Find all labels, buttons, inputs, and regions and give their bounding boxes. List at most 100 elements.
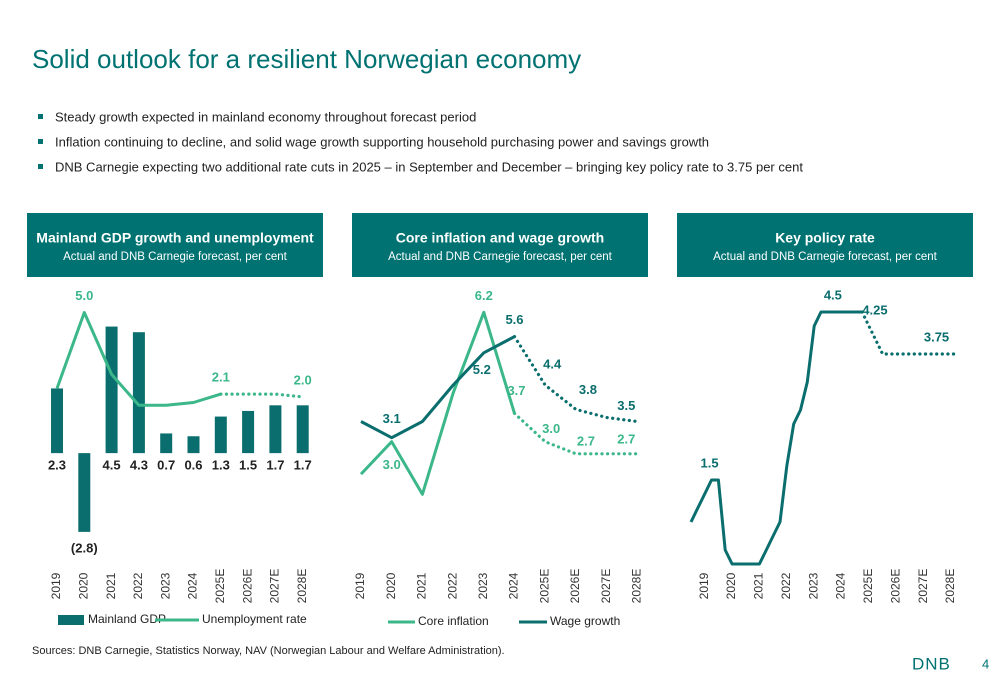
bar-label: 0.7 bbox=[157, 458, 175, 473]
x-tick-label: 2020 bbox=[384, 572, 398, 599]
legend-label: Core inflation bbox=[418, 614, 489, 628]
bar bbox=[105, 326, 118, 454]
bar bbox=[269, 405, 282, 454]
bullet: Inflation continuing to decline, and sol… bbox=[55, 134, 709, 149]
bar-label: 2.3 bbox=[48, 458, 66, 473]
x-tick-label: 2021 bbox=[104, 572, 118, 599]
x-tick-label: 2025E bbox=[213, 569, 227, 604]
line bbox=[359, 310, 516, 496]
x-tick-label: 2022 bbox=[779, 572, 793, 599]
x-tick-label: 2028E bbox=[943, 569, 957, 604]
bar bbox=[51, 388, 63, 454]
chart-subtitle: Actual and DNB Carnegie forecast, per ce… bbox=[713, 251, 938, 263]
chart-title: Key policy rate bbox=[775, 230, 875, 246]
data-label: 3.75 bbox=[924, 329, 949, 344]
bullet: Steady growth expected in mainland econo… bbox=[55, 109, 476, 124]
bar-label: 1.7 bbox=[266, 458, 284, 473]
x-tick-label: 2026E bbox=[240, 569, 254, 604]
bullet-marker bbox=[38, 139, 43, 144]
chart-subtitle: Actual and DNB Carnegie forecast, per ce… bbox=[63, 251, 288, 263]
x-tick-label: 2025E bbox=[861, 569, 875, 604]
chart-title: Core inflation and wage growth bbox=[396, 230, 604, 246]
forecast-line bbox=[860, 310, 960, 356]
data-label: 3.7 bbox=[507, 383, 525, 398]
x-tick-label: 2026E bbox=[568, 569, 582, 604]
bar-label: 4.3 bbox=[130, 458, 148, 473]
page-number: 4 bbox=[982, 656, 989, 671]
line bbox=[689, 310, 863, 566]
x-tick-label: 2027E bbox=[268, 569, 282, 604]
bar bbox=[296, 405, 309, 454]
data-label: 3.0 bbox=[383, 457, 401, 472]
x-tick-label: 2023 bbox=[158, 572, 172, 599]
chart-subtitle: Actual and DNB Carnegie forecast, per ce… bbox=[388, 251, 613, 263]
bullet: DNB Carnegie expecting two additional ra… bbox=[55, 159, 803, 174]
x-tick-label: 2028E bbox=[629, 569, 643, 604]
data-label: 3.8 bbox=[579, 382, 597, 397]
legend-swatch bbox=[58, 615, 84, 625]
x-tick-label: 2023 bbox=[806, 572, 820, 599]
data-label: 3.5 bbox=[617, 398, 635, 413]
legend-label: Mainland GDP bbox=[88, 612, 166, 626]
data-label: 2.0 bbox=[294, 372, 312, 387]
bullet-marker bbox=[38, 114, 43, 119]
x-tick-label: 2025E bbox=[537, 569, 551, 604]
data-label: 6.2 bbox=[475, 288, 493, 303]
bar bbox=[242, 410, 255, 454]
bar-label: 4.5 bbox=[103, 458, 121, 473]
legend-label: Unemployment rate bbox=[202, 612, 307, 626]
line bbox=[360, 335, 516, 440]
bar bbox=[132, 332, 145, 454]
bar bbox=[214, 416, 227, 454]
x-tick-label: 2024 bbox=[507, 572, 521, 599]
data-label: 2.7 bbox=[617, 431, 635, 446]
forecast-line bbox=[512, 411, 639, 456]
panel-header bbox=[677, 213, 973, 277]
bullet-marker bbox=[38, 164, 43, 169]
data-label: 4.5 bbox=[824, 287, 842, 302]
chart-title: Mainland GDP growth and unemployment bbox=[36, 230, 314, 246]
bar-label: 1.5 bbox=[239, 458, 257, 473]
forecast-line bbox=[512, 335, 639, 424]
line bbox=[55, 311, 222, 407]
data-label: 4.25 bbox=[862, 302, 887, 317]
bar bbox=[187, 436, 200, 454]
data-label: 2.1 bbox=[212, 370, 230, 385]
bar-label: (2.8) bbox=[71, 540, 98, 555]
data-label: 3.0 bbox=[542, 421, 560, 436]
sources: Sources: DNB Carnegie, Statistics Norway… bbox=[32, 645, 505, 657]
x-tick-label: 2028E bbox=[295, 569, 309, 604]
data-label: 2.7 bbox=[577, 433, 595, 448]
x-tick-label: 2022 bbox=[131, 572, 145, 599]
slide-title: Solid outlook for a resilient Norwegian … bbox=[32, 44, 581, 74]
data-label: 5.2 bbox=[473, 362, 491, 377]
x-tick-label: 2024 bbox=[834, 572, 848, 599]
bar bbox=[78, 453, 91, 532]
bar-label: 1.7 bbox=[294, 458, 312, 473]
x-tick-label: 2026E bbox=[888, 569, 902, 604]
data-label: 4.4 bbox=[543, 357, 562, 372]
legend-label: Wage growth bbox=[550, 614, 620, 628]
data-label: 1.5 bbox=[700, 455, 718, 470]
bar-label: 0.6 bbox=[184, 458, 202, 473]
x-tick-label: 2027E bbox=[916, 569, 930, 604]
x-tick-label: 2021 bbox=[752, 572, 766, 599]
x-tick-label: 2019 bbox=[49, 572, 63, 599]
x-tick-label: 2027E bbox=[599, 569, 613, 604]
data-label: 5.0 bbox=[75, 288, 93, 303]
x-tick-label: 2024 bbox=[186, 572, 200, 599]
logo: DNB bbox=[912, 654, 951, 673]
data-label: 5.6 bbox=[505, 312, 523, 327]
x-tick-label: 2021 bbox=[415, 572, 429, 599]
x-tick-label: 2023 bbox=[476, 572, 490, 599]
x-tick-label: 2020 bbox=[76, 572, 90, 599]
panel-header bbox=[352, 213, 648, 277]
bar-label: 1.3 bbox=[212, 458, 230, 473]
bar bbox=[160, 433, 173, 454]
x-tick-label: 2019 bbox=[697, 572, 711, 599]
x-tick-label: 2022 bbox=[445, 572, 459, 599]
data-label: 3.1 bbox=[383, 411, 401, 426]
forecast-line bbox=[219, 392, 305, 399]
x-tick-label: 2020 bbox=[724, 572, 738, 599]
